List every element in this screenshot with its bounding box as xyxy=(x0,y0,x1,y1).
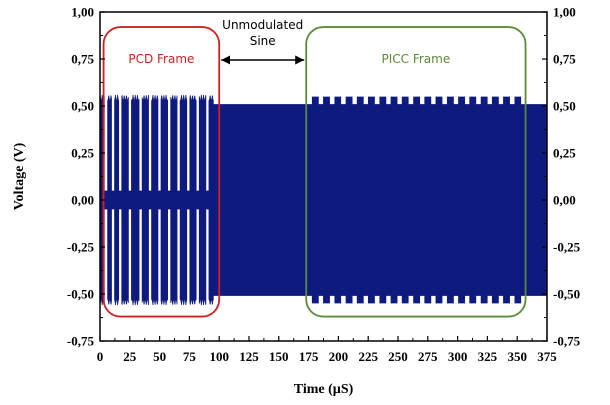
y-tick-label-right: -0,50 xyxy=(553,287,580,302)
y-tick-label: -0,50 xyxy=(67,287,94,302)
x-tick-label: 275 xyxy=(418,349,438,364)
frame-annotation-box xyxy=(305,26,527,318)
x-axis-title: Time (µS) xyxy=(294,382,354,397)
x-axis: 0 25 50 75 100 125 150 175 200 225 250 275 300 325 350… xyxy=(97,336,557,364)
x-tick-label: 225 xyxy=(358,349,378,364)
y-tick-label: 1,00 xyxy=(71,5,94,20)
y-tick-label: 0,50 xyxy=(71,99,94,114)
y-axis-left: -0,75 -0,50 -0,25 0,00 0,25 0,50 0,75 1,00 xyxy=(67,5,105,349)
x-tick-label: 25 xyxy=(123,349,137,364)
y-tick-label-right: -0,25 xyxy=(553,240,581,255)
y-tick-label-right: 1,00 xyxy=(553,5,576,20)
y-tick-label-right: 0,25 xyxy=(553,146,576,161)
y-tick-label-right: 0,00 xyxy=(553,193,576,208)
y-axis-title: Voltage (V) xyxy=(12,142,27,210)
y-axis-right: -0,75 -0,50 -0,25 0,00 0,25 0,50 0,75 1,00 xyxy=(542,5,581,349)
y-tick-label: 0,25 xyxy=(71,146,94,161)
x-tick-label: 175 xyxy=(299,349,319,364)
frame-annotation-box xyxy=(102,26,221,318)
annotations: PCD Frame PICC Frame Unmodulated Sine xyxy=(102,18,527,318)
x-tick-label: 325 xyxy=(478,349,498,364)
signal-path xyxy=(99,94,548,306)
y-tick-label-right: -0,75 xyxy=(553,334,581,349)
x-tick-label: 350 xyxy=(507,349,527,364)
y-tick-label: 0,00 xyxy=(71,193,94,208)
signal-trace xyxy=(99,94,548,306)
frame-annotation-label: PCD Frame xyxy=(128,52,194,66)
y-tick-label: -0,75 xyxy=(67,334,95,349)
x-tick-label: 125 xyxy=(239,349,259,364)
x-tick-label: 100 xyxy=(209,349,229,364)
x-tick-label: 375 xyxy=(537,349,557,364)
frame-annotation-label: PICC Frame xyxy=(382,52,451,66)
y-tick-label-right: 0,75 xyxy=(553,52,576,67)
y-tick-label: 0,75 xyxy=(71,52,94,67)
unmodulated-label: Sine xyxy=(250,34,276,48)
x-tick-label: 0 xyxy=(97,349,104,364)
x-tick-label: 200 xyxy=(329,349,349,364)
x-tick-label: 250 xyxy=(388,349,408,364)
unmodulated-label: Unmodulated xyxy=(222,18,303,32)
y-tick-label: -0,25 xyxy=(67,240,95,255)
x-tick-label: 75 xyxy=(183,349,197,364)
x-tick-label: 300 xyxy=(448,349,468,364)
x-tick-label: 150 xyxy=(269,349,289,364)
x-tick-label: 50 xyxy=(153,349,166,364)
y-tick-label-right: 0,50 xyxy=(553,99,576,114)
